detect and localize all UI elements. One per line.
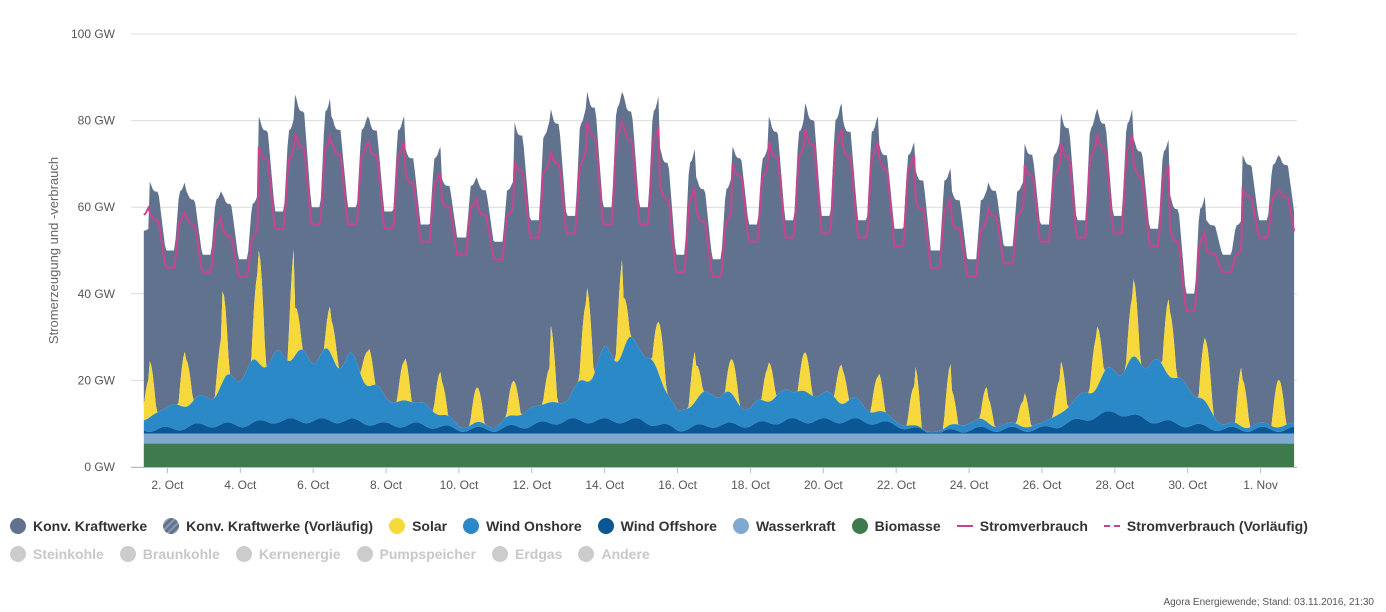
legend-item[interactable]: Wind Offshore — [597, 518, 717, 534]
legend-swatch-icon — [597, 518, 614, 534]
x-tick-label: 28. Oct — [1095, 478, 1134, 492]
legend-label: Steinkohle — [33, 546, 104, 562]
legend-label: Braunkohle — [142, 546, 220, 562]
legend-item[interactable]: Konv. Kraftwerke — [10, 518, 147, 534]
legend-label: Stromverbrauch — [979, 518, 1088, 534]
x-tick-label: 18. Oct — [731, 478, 770, 492]
series-stromverbrauch — [143, 118, 1296, 313]
legend-swatch-icon — [356, 546, 373, 562]
x-tick-label: 8. Oct — [370, 478, 403, 492]
chart-area: 0 GW 20 GW 40 GW 60 GW 80 GW 100 GW Stromerzeu… — [46, 27, 1297, 492]
x-tick-label: 1. Nov — [1243, 478, 1278, 492]
legend-swatch-icon — [235, 546, 252, 562]
legend-item[interactable]: Stromverbrauch (Vorläufig) — [1103, 518, 1308, 534]
legend-swatch-icon — [732, 518, 749, 534]
legend-item[interactable]: Wasserkraft — [732, 518, 836, 534]
legend-item[interactable]: Biomasse — [851, 518, 941, 534]
x-tick-label: 2. Oct — [151, 478, 184, 492]
legend-swatch-icon — [10, 546, 26, 562]
x-tick-label: 14. Oct — [585, 478, 624, 492]
x-tick-label: 4. Oct — [224, 478, 257, 492]
legend-label: Solar — [412, 518, 448, 534]
legend-item[interactable]: Stromverbrauch — [956, 518, 1088, 534]
legend-label: Pumpspeicher — [379, 546, 476, 562]
legend-item[interactable]: Solar — [389, 518, 447, 534]
y-tick-label: 0 GW — [84, 460, 115, 474]
legend-label: Andere — [601, 546, 650, 562]
series-konv-kraftwerke — [143, 91, 1295, 433]
legend-label: Konv. Kraftwerke — [33, 518, 148, 534]
series-biomasse — [143, 443, 1295, 467]
legend-item[interactable]: Erdgas — [492, 546, 562, 562]
legend-item[interactable]: Kernenergie — [235, 546, 341, 562]
y-tick-label: 40 GW — [78, 287, 116, 301]
legend-label: Konv. Kraftwerke (Vorläufig) — [186, 518, 374, 534]
legend-row-visible: Konv. Kraftwerke Konv. Kraftwerke (Vorläu… — [10, 512, 1380, 540]
legend-label: Erdgas — [515, 546, 563, 562]
x-tick-label: 6. Oct — [297, 478, 330, 492]
series-solar — [143, 250, 1295, 433]
legend-swatch-icon — [463, 518, 480, 534]
x-tick-label: 16. Oct — [658, 478, 697, 492]
legend-item[interactable]: Steinkohle — [10, 546, 104, 562]
x-tick-label: 22. Oct — [877, 478, 916, 492]
legend-swatch-icon — [578, 546, 595, 562]
legend-item[interactable]: Braunkohle — [119, 546, 220, 562]
series-wasserkraft — [143, 433, 1295, 444]
y-tick-label: 100 GW — [71, 27, 116, 41]
legend-swatch-icon — [492, 546, 508, 562]
legend-swatch-icon — [119, 546, 136, 562]
x-tick-label: 10. Oct — [440, 478, 479, 492]
x-tick-label: 12. Oct — [512, 478, 551, 492]
legend-swatch-icon — [10, 518, 26, 534]
y-tick-label: 20 GW — [78, 373, 116, 387]
legend-swatch-icon — [163, 518, 180, 534]
legend-swatch-icon — [1103, 525, 1120, 527]
legend-label: Wasserkraft — [755, 518, 836, 534]
x-tick-label: 24. Oct — [950, 478, 989, 492]
power-chart: 0 GW 20 GW 40 GW 60 GW 80 GW 100 GW Stromerzeu… — [46, 27, 1297, 492]
legend-swatch-icon — [389, 518, 406, 534]
legend-swatch-icon — [851, 518, 868, 534]
series-wind-onshore — [143, 336, 1295, 433]
x-tick-label: 26. Oct — [1023, 478, 1062, 492]
legend-label: Wind Onshore — [486, 518, 582, 534]
legend-item[interactable]: Andere — [578, 546, 650, 562]
legend-label: Wind Offshore — [620, 518, 717, 534]
legend-item[interactable]: Konv. Kraftwerke (Vorläufig) — [163, 518, 373, 534]
legend: Konv. Kraftwerke Konv. Kraftwerke (Vorläu… — [10, 512, 1380, 568]
x-tick-label: 30. Oct — [1168, 478, 1207, 492]
legend-item[interactable]: Pumpspeicher — [356, 546, 476, 562]
y-axis-title: Stromerzeugung und -verbrauch — [46, 157, 61, 344]
legend-label: Stromverbrauch (Vorläufig) — [1126, 518, 1308, 534]
legend-item[interactable]: Wind Onshore — [463, 518, 582, 534]
series-wind-offshore — [143, 411, 1295, 434]
legend-row-hidden: Steinkohle Braunkohle Kernenergie Pumpspeic… — [10, 540, 1380, 568]
y-tick-label: 60 GW — [78, 200, 116, 214]
legend-label: Biomasse — [874, 518, 941, 534]
x-tick-label: 20. Oct — [804, 478, 843, 492]
legend-label: Kernenergie — [258, 546, 341, 562]
credit-text: Agora Energiewende; Stand: 03.11.2016, 2… — [1163, 597, 1374, 608]
y-tick-label: 80 GW — [78, 114, 116, 128]
legend-swatch-icon — [956, 525, 973, 527]
